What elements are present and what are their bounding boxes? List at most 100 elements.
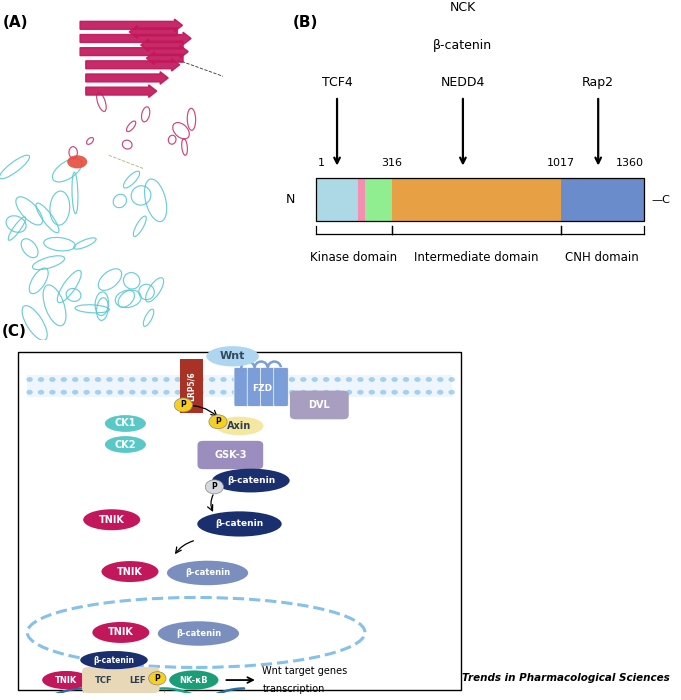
- Circle shape: [175, 390, 181, 395]
- Circle shape: [118, 377, 124, 382]
- Text: (C): (C): [2, 325, 27, 340]
- Circle shape: [27, 390, 33, 395]
- Ellipse shape: [206, 346, 259, 367]
- Text: DVL: DVL: [308, 400, 330, 410]
- Text: TNIK: TNIK: [99, 514, 125, 525]
- Circle shape: [209, 377, 215, 382]
- Circle shape: [334, 390, 340, 395]
- FancyArrow shape: [86, 59, 180, 71]
- FancyBboxPatch shape: [358, 178, 365, 221]
- Ellipse shape: [93, 622, 149, 643]
- Circle shape: [232, 377, 238, 382]
- Circle shape: [392, 377, 398, 382]
- Circle shape: [243, 377, 249, 382]
- Ellipse shape: [212, 469, 289, 493]
- Circle shape: [84, 377, 90, 382]
- Circle shape: [27, 377, 33, 382]
- Circle shape: [449, 390, 455, 395]
- Circle shape: [72, 377, 78, 382]
- Text: TCF: TCF: [95, 676, 113, 685]
- Ellipse shape: [158, 622, 239, 646]
- Circle shape: [140, 390, 147, 395]
- Circle shape: [175, 377, 181, 382]
- Circle shape: [403, 390, 409, 395]
- Text: β-catenin: β-catenin: [93, 656, 135, 664]
- Text: TNIK: TNIK: [117, 566, 143, 577]
- FancyArrow shape: [80, 32, 191, 45]
- Text: N: N: [285, 193, 295, 206]
- Text: β-catenin: β-catenin: [215, 519, 264, 528]
- Circle shape: [289, 390, 295, 395]
- Circle shape: [255, 390, 261, 395]
- FancyArrow shape: [80, 19, 183, 32]
- Circle shape: [148, 672, 166, 685]
- Circle shape: [118, 390, 124, 395]
- Circle shape: [380, 390, 386, 395]
- Circle shape: [152, 377, 158, 382]
- FancyBboxPatch shape: [290, 391, 349, 419]
- Circle shape: [323, 377, 330, 382]
- Circle shape: [312, 390, 318, 395]
- Text: β-catenin: β-catenin: [185, 568, 230, 578]
- Text: LRP5/6: LRP5/6: [187, 371, 196, 400]
- Circle shape: [95, 390, 101, 395]
- Ellipse shape: [167, 561, 248, 585]
- Text: Wnt: Wnt: [220, 351, 245, 361]
- Circle shape: [368, 390, 375, 395]
- Circle shape: [266, 377, 272, 382]
- Circle shape: [205, 480, 223, 494]
- FancyArrow shape: [80, 46, 188, 58]
- FancyArrow shape: [86, 71, 168, 84]
- Text: FZD: FZD: [252, 384, 272, 393]
- Circle shape: [197, 390, 204, 395]
- Circle shape: [38, 390, 44, 395]
- Circle shape: [106, 377, 112, 382]
- Ellipse shape: [169, 671, 219, 690]
- Circle shape: [312, 377, 318, 382]
- Text: 316: 316: [381, 158, 402, 169]
- Circle shape: [334, 377, 340, 382]
- Circle shape: [277, 390, 284, 395]
- Text: CNH domain: CNH domain: [565, 251, 639, 264]
- Circle shape: [426, 390, 432, 395]
- Ellipse shape: [42, 671, 90, 689]
- Circle shape: [426, 377, 432, 382]
- Circle shape: [174, 398, 193, 412]
- Text: (B): (B): [293, 15, 318, 30]
- Text: GSK-3: GSK-3: [214, 450, 247, 460]
- Circle shape: [129, 377, 136, 382]
- FancyBboxPatch shape: [82, 667, 126, 693]
- Circle shape: [346, 377, 352, 382]
- FancyArrow shape: [146, 52, 183, 64]
- Circle shape: [300, 390, 306, 395]
- Ellipse shape: [83, 510, 140, 531]
- FancyBboxPatch shape: [18, 351, 461, 690]
- FancyArrow shape: [141, 38, 183, 51]
- FancyBboxPatch shape: [116, 667, 159, 693]
- Circle shape: [209, 414, 227, 428]
- Text: Rap2: Rap2: [582, 76, 614, 90]
- Circle shape: [84, 390, 90, 395]
- Text: NEDD4: NEDD4: [441, 76, 485, 90]
- Text: P: P: [215, 417, 221, 426]
- Circle shape: [95, 377, 101, 382]
- FancyBboxPatch shape: [561, 178, 644, 221]
- Circle shape: [414, 377, 421, 382]
- Circle shape: [358, 377, 364, 382]
- Text: Kinase domain: Kinase domain: [311, 251, 398, 264]
- Text: Trends in Pharmacological Sciences: Trends in Pharmacological Sciences: [462, 673, 670, 683]
- FancyBboxPatch shape: [316, 178, 358, 221]
- Text: transcription: transcription: [262, 685, 325, 694]
- Circle shape: [437, 377, 443, 382]
- Circle shape: [129, 390, 136, 395]
- Text: (A): (A): [3, 15, 29, 30]
- Ellipse shape: [197, 511, 282, 536]
- Text: 1017: 1017: [547, 158, 575, 169]
- Text: NCK: NCK: [449, 1, 476, 14]
- FancyBboxPatch shape: [180, 358, 204, 413]
- Text: β-catenin: β-catenin: [227, 476, 275, 485]
- FancyBboxPatch shape: [234, 368, 249, 406]
- Text: CK2: CK2: [114, 440, 136, 449]
- Circle shape: [403, 377, 409, 382]
- FancyBboxPatch shape: [274, 368, 288, 406]
